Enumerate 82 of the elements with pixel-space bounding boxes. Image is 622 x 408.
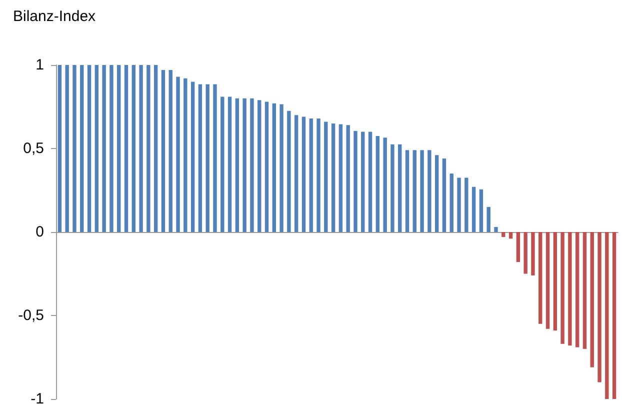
bar — [612, 232, 616, 399]
bar — [146, 65, 150, 232]
bar — [434, 155, 439, 232]
bar — [486, 206, 490, 232]
bar — [464, 178, 468, 232]
bar — [235, 98, 240, 232]
bar — [390, 144, 394, 232]
bar — [294, 115, 298, 232]
bar — [161, 70, 166, 232]
bar — [428, 150, 432, 232]
bar — [361, 132, 365, 232]
y-tick-label: 0,5 — [23, 140, 44, 157]
bar — [508, 232, 513, 239]
bar — [58, 65, 62, 232]
bar — [250, 98, 254, 232]
bar — [309, 118, 313, 232]
bar — [110, 65, 114, 232]
bar — [568, 232, 572, 346]
bar — [398, 144, 402, 232]
bar — [65, 65, 69, 232]
bar — [190, 82, 195, 232]
bar — [80, 65, 84, 232]
bar — [524, 232, 528, 274]
bar — [383, 138, 387, 232]
bar — [124, 65, 128, 232]
bar — [184, 78, 188, 232]
bar — [331, 123, 336, 232]
bar — [324, 122, 328, 232]
chart-title: Bilanz-Index — [13, 8, 96, 25]
bar — [280, 104, 284, 232]
bar — [168, 70, 172, 232]
bar — [228, 96, 232, 232]
bar — [590, 232, 594, 368]
bar — [346, 125, 350, 232]
bar — [479, 189, 484, 232]
bar — [516, 232, 520, 262]
bar — [272, 103, 276, 232]
bar — [494, 226, 498, 232]
bar — [264, 102, 269, 232]
bar — [258, 100, 262, 232]
bar — [605, 232, 609, 399]
bar — [94, 65, 99, 232]
bar — [457, 178, 461, 232]
bar — [72, 65, 76, 232]
y-tick-label: 1 — [36, 56, 44, 74]
bar — [405, 150, 410, 232]
bar — [354, 130, 358, 232]
y-tick-label: 0 — [36, 224, 44, 240]
bar — [316, 118, 320, 232]
bar — [117, 65, 121, 232]
bar — [420, 150, 424, 232]
bar — [531, 232, 535, 276]
bar — [560, 232, 564, 344]
bar — [139, 65, 143, 232]
bar — [502, 232, 506, 238]
bar — [102, 65, 106, 232]
bar — [242, 98, 246, 232]
bar — [575, 232, 580, 348]
bar — [154, 65, 158, 232]
bar — [287, 110, 291, 232]
bar — [198, 84, 202, 232]
bar — [598, 232, 602, 382]
bar — [213, 84, 217, 232]
bar — [450, 174, 454, 232]
y-tick-label: -1 — [30, 390, 44, 408]
bar — [376, 136, 380, 232]
y-tick-label: -0,5 — [18, 307, 44, 324]
bar — [338, 124, 343, 232]
bar — [442, 158, 446, 232]
bar — [412, 150, 416, 232]
bar — [582, 232, 587, 349]
bar — [302, 116, 306, 232]
bar — [538, 232, 542, 324]
bar — [206, 84, 210, 232]
bar — [220, 96, 224, 232]
bar — [546, 232, 550, 329]
bar — [368, 132, 372, 232]
bar — [176, 76, 180, 232]
bar — [132, 65, 136, 232]
bar — [87, 65, 92, 232]
bar — [472, 186, 476, 232]
bar — [553, 232, 557, 331]
